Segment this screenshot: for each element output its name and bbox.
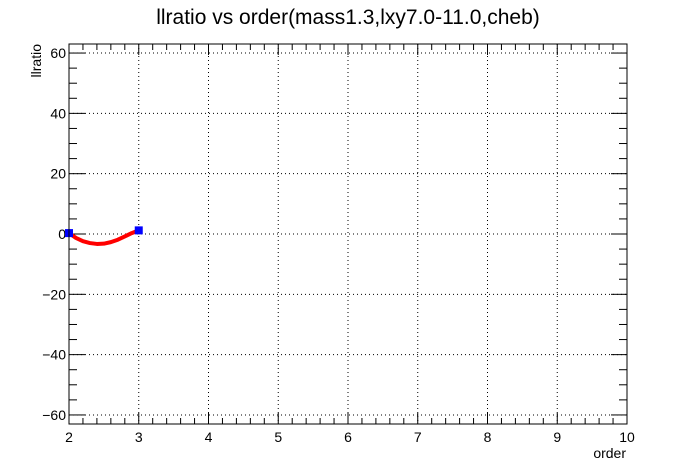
x-tick-label: 7 <box>414 429 422 445</box>
y-tick-label: −40 <box>42 347 66 363</box>
x-tick-label: 9 <box>553 429 561 445</box>
x-tick-labels: 2 3 4 5 6 7 8 9 10 <box>65 429 635 445</box>
x-tick-label: 4 <box>205 429 213 445</box>
x-tick-label: 8 <box>484 429 492 445</box>
y-tick-label: 20 <box>50 166 66 182</box>
x-tick-label: 2 <box>65 429 73 445</box>
data-point-marker <box>134 226 143 235</box>
y-tick-label: 60 <box>50 45 66 61</box>
y-tick-label: −60 <box>42 407 66 423</box>
y-tick-label: −20 <box>42 286 66 302</box>
x-tick-label: 10 <box>619 429 635 445</box>
y-axis-label: llratio <box>28 44 44 78</box>
series-curve <box>67 228 141 246</box>
y-tick-label: 0 <box>58 226 66 242</box>
y-tick-labels: −60 −40 −20 0 20 40 60 <box>42 45 66 423</box>
y-tick-label: 40 <box>50 105 66 121</box>
x-tick-label: 6 <box>344 429 352 445</box>
x-tick-label: 5 <box>274 429 282 445</box>
x-tick-label: 3 <box>135 429 143 445</box>
x-axis-label: order <box>593 445 626 461</box>
plot-frame <box>68 43 628 425</box>
chart-title: llratio vs order(mass1.3,lxy7.0-11.0,che… <box>156 6 540 29</box>
